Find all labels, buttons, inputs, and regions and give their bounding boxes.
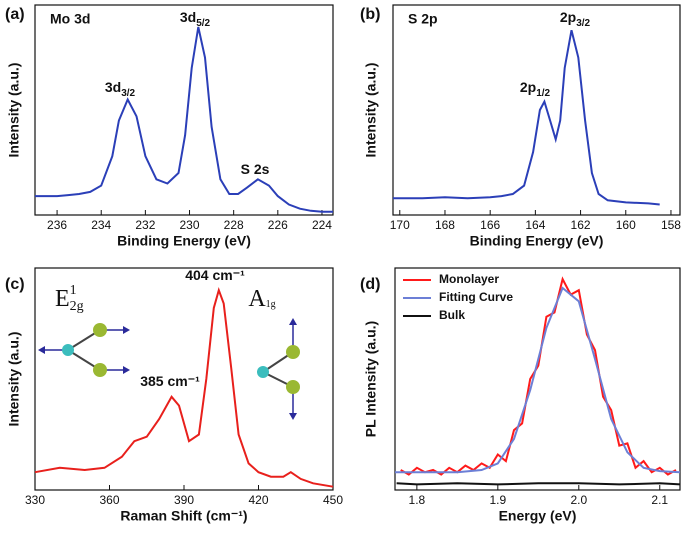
- x-tick-label: 164: [525, 218, 545, 232]
- x-axis-label: Energy (eV): [499, 508, 577, 524]
- data-line: [35, 26, 333, 213]
- annotation-text: 2p: [520, 79, 536, 95]
- annotation: 3d5/2: [180, 9, 211, 29]
- x-tick-label: 166: [480, 218, 500, 232]
- data-line: [396, 482, 681, 486]
- x-tick-label: 2.1: [651, 493, 668, 507]
- a1g-sketch: [257, 318, 300, 420]
- annotation-text: 3d: [105, 79, 121, 95]
- data-line: [395, 286, 681, 474]
- x-tick-label: 170: [390, 218, 410, 232]
- x-tick-label: 360: [99, 493, 119, 507]
- plot-frame: [34, 4, 334, 216]
- data-line: [400, 276, 677, 476]
- annotation-text: 404 cm⁻¹: [185, 267, 245, 283]
- x-tick-label: 228: [224, 218, 244, 232]
- legend-label: Monolayer: [439, 272, 499, 286]
- legend-label: Fitting Curve: [439, 290, 513, 304]
- x-tick-label: 162: [571, 218, 591, 232]
- x-tick-label: 236: [47, 218, 67, 232]
- panel-label: (b): [360, 6, 380, 23]
- annotation: A1g: [248, 286, 275, 312]
- legend-label: Bulk: [439, 308, 465, 322]
- x-tick-label: 158: [661, 218, 681, 232]
- panel-title: S 2p: [408, 11, 438, 27]
- y-axis-label: Intensity (a.u.): [6, 63, 22, 158]
- x-tick-label: 232: [135, 218, 155, 232]
- x-axis-label: Binding Energy (eV): [470, 233, 604, 249]
- annotation-text: S 2s: [241, 161, 270, 177]
- x-axis-label: Raman Shift (cm⁻¹): [120, 508, 247, 524]
- annotation-text: E: [55, 286, 70, 312]
- annotation-sub: 2g: [70, 299, 84, 314]
- annotation: 2p3/2: [560, 9, 591, 29]
- y-axis-label: Intensity (a.u.): [363, 63, 379, 158]
- x-tick-label: 1.9: [489, 493, 506, 507]
- y-axis-label: Intensity (a.u.): [6, 332, 22, 427]
- annotation: 3d3/2: [105, 79, 136, 99]
- annotation: E1 2g: [55, 283, 84, 314]
- x-tick-label: 390: [174, 493, 194, 507]
- y-axis-label: PL Intensity (a.u.): [363, 321, 379, 437]
- annotation-sub: 1/2: [536, 88, 550, 99]
- x-tick-label: 234: [91, 218, 111, 232]
- x-tick-label: 230: [180, 218, 200, 232]
- annotation-sup: 1: [70, 283, 77, 298]
- x-tick-label: 450: [323, 493, 343, 507]
- x-tick-label: 224: [312, 218, 332, 232]
- e2g-sketch: [38, 323, 130, 377]
- x-tick-label: 160: [616, 218, 636, 232]
- x-axis-label: Binding Energy (eV): [117, 233, 251, 249]
- annotation-text: 2p: [560, 9, 576, 25]
- annotation-sub: 5/2: [196, 18, 210, 29]
- annotation: S 2s: [241, 161, 270, 177]
- panel-label: (d): [360, 276, 380, 293]
- plot-frame: [392, 4, 681, 216]
- data-line: [393, 29, 660, 206]
- annotation-sub: 3/2: [121, 88, 135, 99]
- panel-label: (a): [5, 6, 25, 23]
- x-tick-label: 330: [25, 493, 45, 507]
- data-line: [34, 286, 334, 488]
- plot-frame: [394, 267, 681, 491]
- annotation: 2p1/2: [520, 79, 551, 99]
- annotation-text: 3d: [180, 9, 196, 25]
- x-tick-label: 168: [435, 218, 455, 232]
- annotation-sub: 3/2: [576, 18, 590, 29]
- panel-title: Mo 3d: [50, 11, 90, 27]
- x-tick-label: 420: [248, 493, 268, 507]
- annotation-sub: 1g: [266, 299, 276, 310]
- x-tick-label: 226: [268, 218, 288, 232]
- annotation: 385 cm⁻¹: [140, 373, 200, 389]
- panel-label: (c): [5, 276, 25, 293]
- annotation-text: A: [248, 286, 266, 312]
- annotation-text: 385 cm⁻¹: [140, 373, 200, 389]
- annotation: 404 cm⁻¹: [185, 267, 245, 283]
- x-tick-label: 1.8: [409, 493, 426, 507]
- x-tick-label: 2.0: [570, 493, 587, 507]
